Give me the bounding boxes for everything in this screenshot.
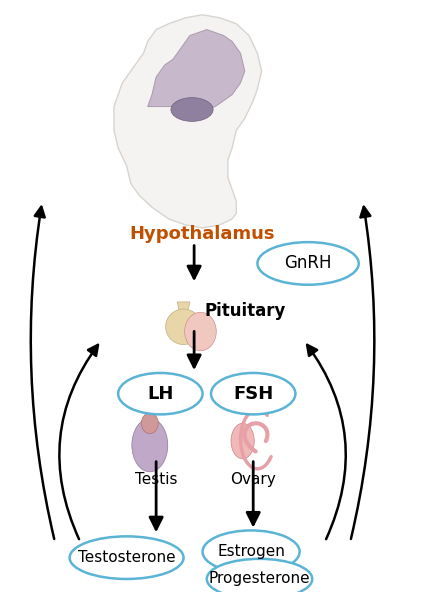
Ellipse shape (231, 423, 254, 459)
FancyArrowPatch shape (60, 345, 98, 539)
Text: LH: LH (147, 385, 173, 403)
Ellipse shape (118, 373, 203, 414)
Ellipse shape (257, 242, 359, 285)
Ellipse shape (70, 536, 184, 579)
FancyArrowPatch shape (307, 345, 346, 539)
Ellipse shape (165, 309, 202, 345)
Ellipse shape (132, 419, 168, 472)
Polygon shape (177, 302, 190, 323)
Ellipse shape (171, 98, 213, 121)
Ellipse shape (141, 413, 158, 433)
Text: Testosterone: Testosterone (78, 550, 176, 565)
FancyArrowPatch shape (31, 207, 54, 539)
Ellipse shape (184, 313, 216, 350)
Polygon shape (114, 15, 262, 228)
Ellipse shape (211, 373, 295, 414)
Text: Progesterone: Progesterone (209, 571, 310, 587)
Text: Ovary: Ovary (230, 472, 276, 487)
Polygon shape (148, 30, 245, 110)
Text: Pituitary: Pituitary (204, 302, 285, 320)
FancyArrowPatch shape (351, 207, 374, 539)
Text: FSH: FSH (233, 385, 273, 403)
Text: Hypothalamus: Hypothalamus (130, 225, 275, 243)
Text: GnRH: GnRH (284, 255, 332, 272)
Ellipse shape (207, 559, 312, 592)
Ellipse shape (203, 530, 300, 573)
Text: Estrogen: Estrogen (217, 544, 285, 559)
Text: Testis: Testis (135, 472, 177, 487)
